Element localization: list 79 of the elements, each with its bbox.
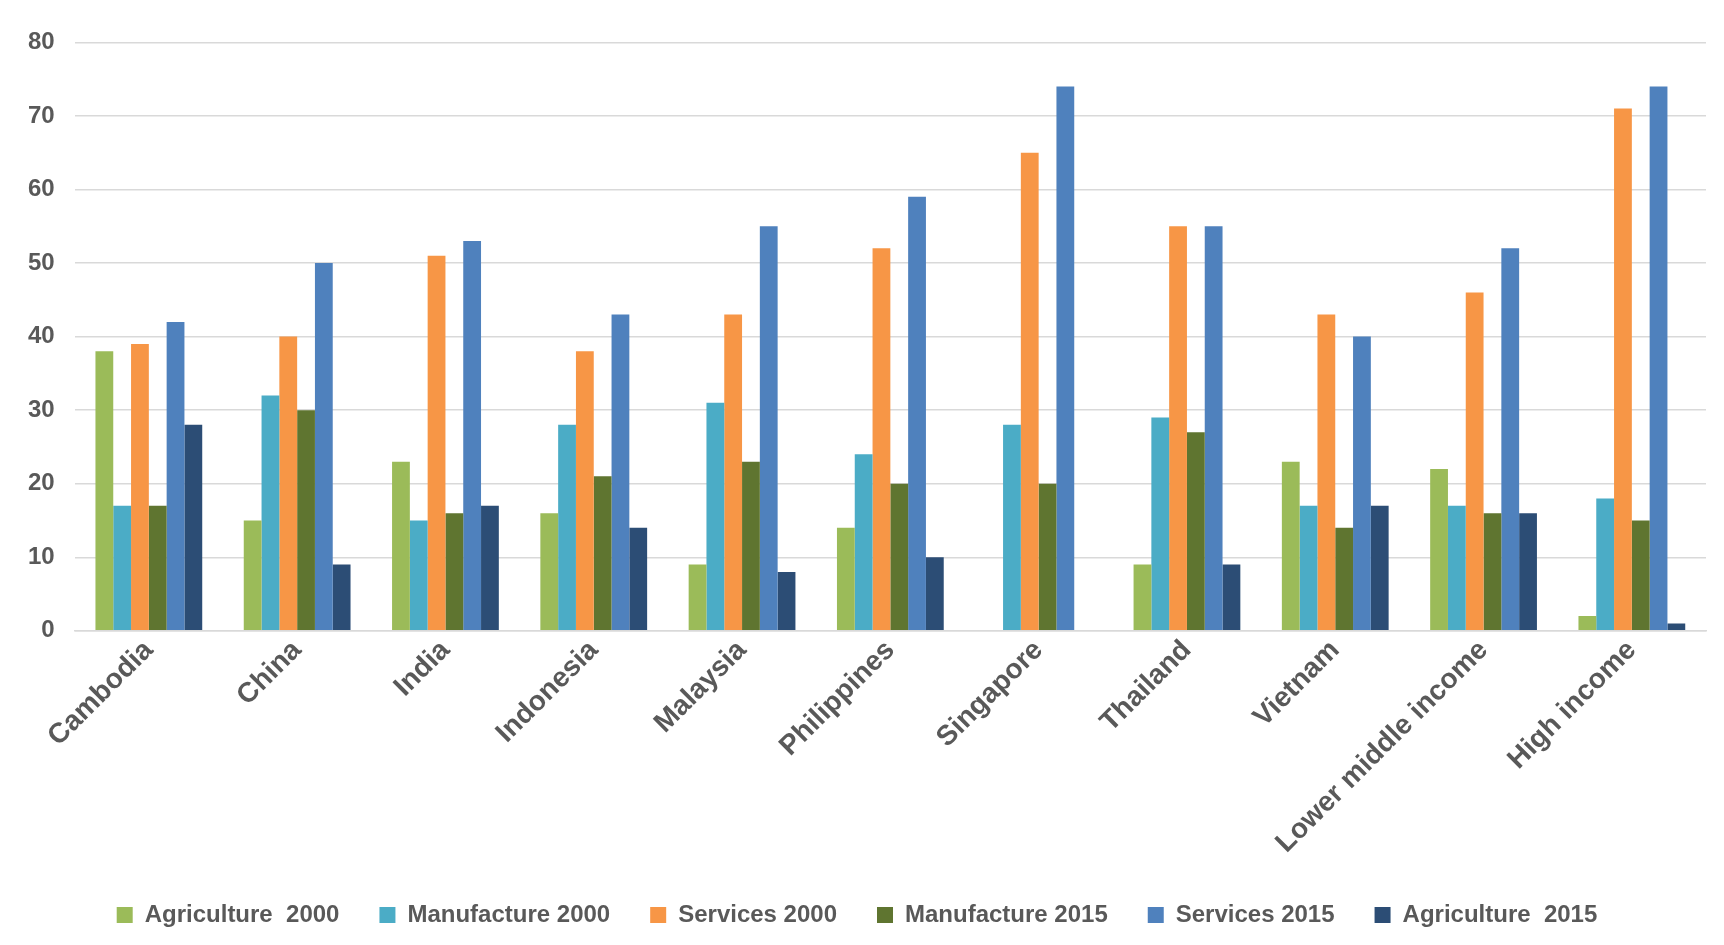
bar xyxy=(1370,505,1389,631)
bar xyxy=(1430,469,1448,631)
bar xyxy=(1596,498,1615,631)
bar xyxy=(1483,513,1502,631)
bar xyxy=(575,351,594,631)
bar xyxy=(243,520,262,631)
bar xyxy=(1578,616,1597,631)
bar xyxy=(558,424,576,631)
legend-label: Agriculture 2000 xyxy=(144,899,340,927)
bar xyxy=(279,336,298,631)
bar xyxy=(908,196,926,631)
bar xyxy=(1222,564,1241,631)
bar xyxy=(1204,226,1223,631)
bar xyxy=(1186,432,1205,631)
bar xyxy=(1056,86,1075,631)
bar xyxy=(629,527,648,631)
bar xyxy=(1133,564,1152,631)
y-tick-label: 70 xyxy=(27,100,55,128)
bar xyxy=(540,513,559,631)
bar xyxy=(409,520,428,631)
bar xyxy=(706,402,725,631)
bar xyxy=(392,461,410,631)
bar xyxy=(131,343,149,631)
bar xyxy=(1667,623,1686,631)
bar xyxy=(332,564,351,631)
y-tick-label: 60 xyxy=(27,174,55,202)
bar xyxy=(1649,86,1668,631)
bar xyxy=(261,395,280,631)
bar xyxy=(742,461,760,631)
bar xyxy=(854,454,873,631)
bar xyxy=(1631,520,1650,631)
legend-label: Manufacture 2000 xyxy=(407,899,611,927)
legend-label: Manufacture 2015 xyxy=(905,899,1108,927)
y-tick-label: 50 xyxy=(27,247,55,275)
bar xyxy=(1020,152,1039,631)
bar xyxy=(1447,505,1466,631)
bar xyxy=(688,564,707,631)
bar xyxy=(184,424,203,631)
bar xyxy=(1519,513,1537,631)
bar xyxy=(481,505,499,631)
legend-label: Services 2015 xyxy=(1175,899,1335,927)
bar xyxy=(925,557,944,631)
bar xyxy=(1299,505,1318,631)
bar xyxy=(1038,483,1057,631)
bar xyxy=(166,321,185,631)
bar xyxy=(1465,292,1484,631)
bar xyxy=(1281,461,1300,631)
bar xyxy=(113,505,132,631)
y-tick-label: 40 xyxy=(27,321,55,349)
y-tick-label: 30 xyxy=(27,394,55,422)
bar xyxy=(1335,527,1354,631)
legend-label: Agriculture 2015 xyxy=(1402,899,1598,927)
bar xyxy=(777,571,796,631)
bar xyxy=(724,314,743,631)
y-tick-label: 80 xyxy=(27,27,55,55)
bar xyxy=(427,255,446,631)
y-tick-label: 20 xyxy=(27,468,55,496)
legend-label: Services 2000 xyxy=(678,899,837,927)
bar xyxy=(836,527,855,631)
bar xyxy=(95,351,114,631)
bar xyxy=(463,240,482,631)
bar xyxy=(148,505,167,631)
bar xyxy=(593,476,612,631)
bar xyxy=(872,248,891,631)
bar xyxy=(890,483,909,631)
bar xyxy=(314,263,333,631)
bar xyxy=(297,410,315,631)
bar xyxy=(1614,108,1632,631)
bar xyxy=(1353,336,1371,631)
bar xyxy=(1151,417,1170,631)
bar xyxy=(445,513,464,631)
y-tick-label: 0 xyxy=(41,615,55,643)
bar xyxy=(759,226,778,631)
bar xyxy=(611,314,630,631)
bar xyxy=(1501,248,1520,631)
bar xyxy=(1169,226,1187,631)
y-tick-label: 10 xyxy=(27,541,55,569)
bar xyxy=(1003,424,1021,631)
bar xyxy=(1317,314,1336,631)
